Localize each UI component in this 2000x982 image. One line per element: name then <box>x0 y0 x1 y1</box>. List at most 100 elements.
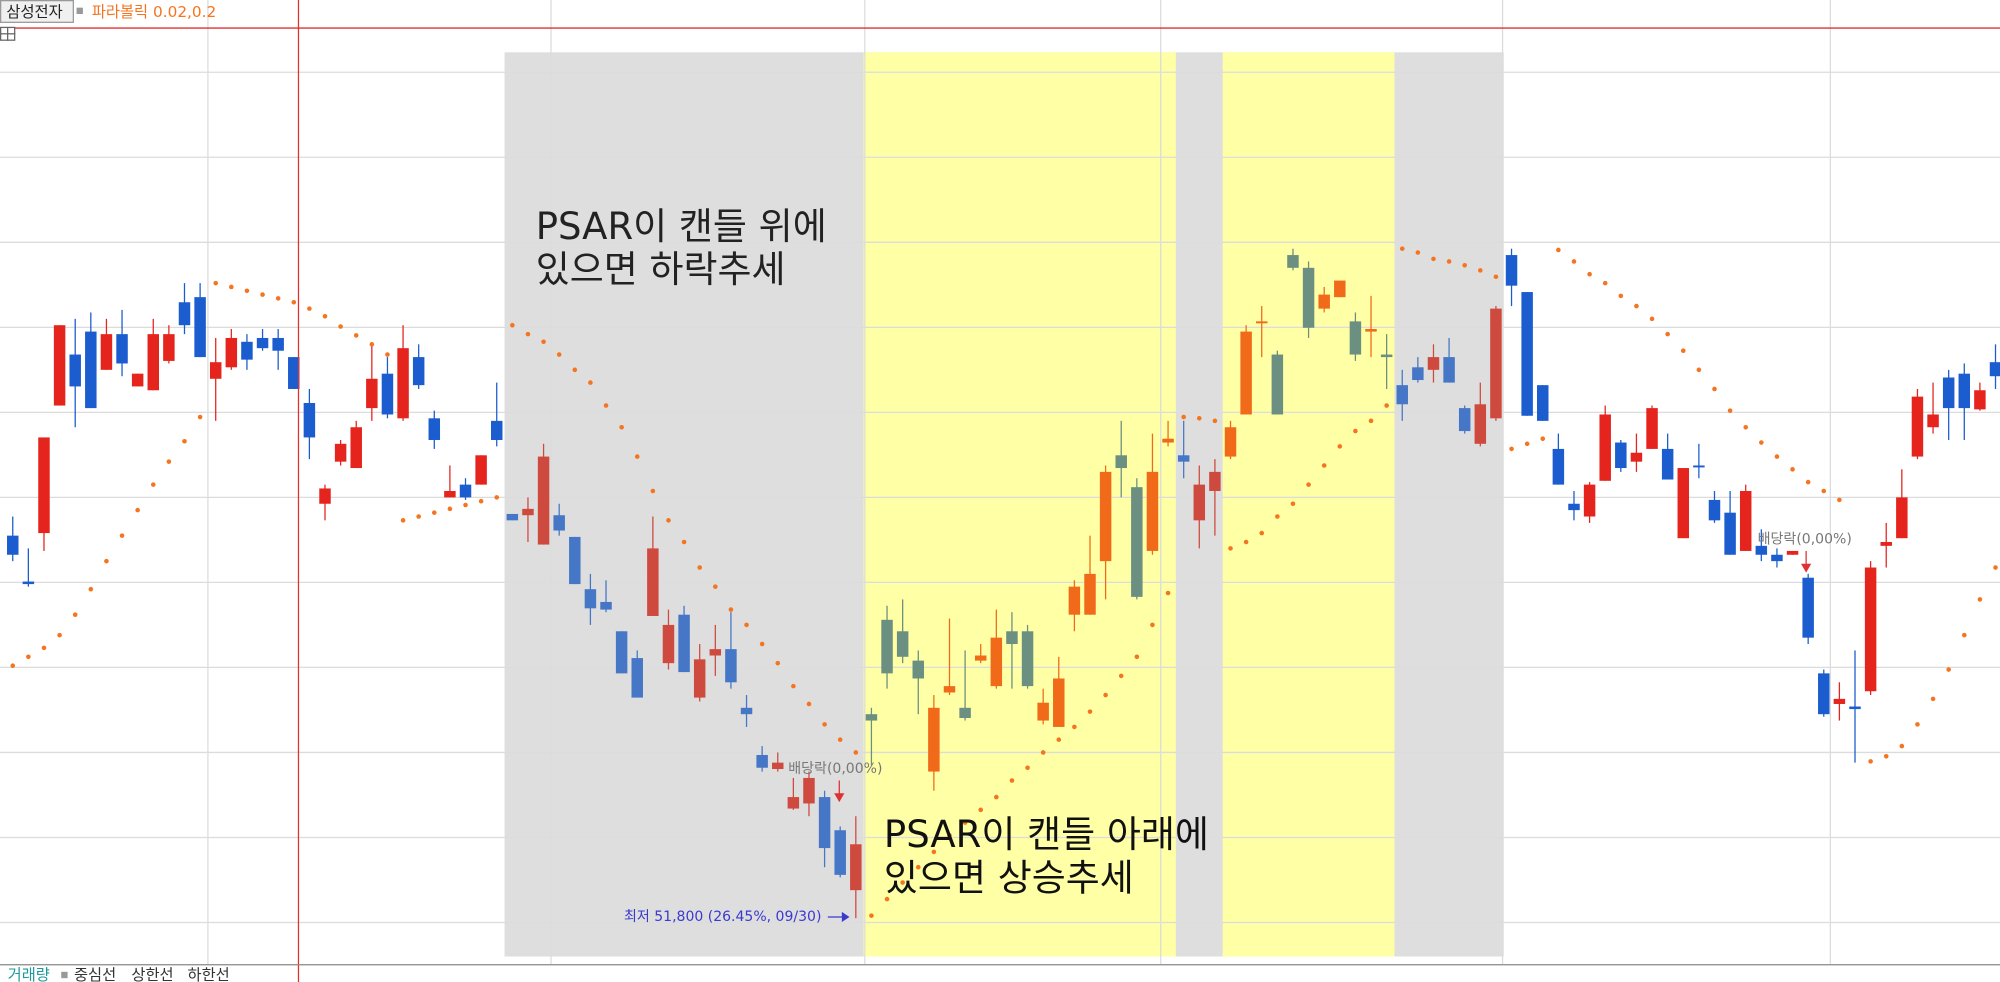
psar-dot <box>1993 565 1998 570</box>
low-label: 최저 51,800 (26.45%, 09/30) <box>624 909 821 925</box>
candle-body <box>444 491 456 498</box>
candle-body <box>1146 471 1159 551</box>
candle-body <box>1458 408 1471 432</box>
candle-body <box>1209 471 1221 491</box>
psar-dot <box>1618 293 1624 299</box>
psar-dot <box>1337 444 1343 449</box>
candle-body <box>1599 414 1611 481</box>
candle-body <box>1849 706 1861 710</box>
candle-body <box>319 488 331 504</box>
candle-body <box>928 707 940 772</box>
candle-body <box>1771 554 1783 562</box>
psar-dot <box>1946 667 1951 672</box>
psar-dot <box>1790 467 1795 472</box>
psar-dot <box>744 622 749 628</box>
psar-dot <box>1056 737 1062 742</box>
candle-body <box>537 456 550 545</box>
psar-dot <box>759 641 765 647</box>
candle-body <box>241 341 253 360</box>
candle-body <box>1115 455 1127 469</box>
candle-body <box>974 655 987 661</box>
psar-dot <box>541 339 546 345</box>
candle-body <box>1068 586 1081 615</box>
shaded-region <box>863 52 1176 957</box>
psar-dot <box>869 913 874 918</box>
psar-dot <box>1915 722 1920 727</box>
candle-body <box>334 443 347 462</box>
dividend-label: 배당락(0,00%) <box>1758 531 1852 547</box>
candle-body <box>38 437 50 534</box>
psar-dot <box>431 510 437 515</box>
psar-dot <box>119 533 125 538</box>
psar-dot <box>1712 386 1717 392</box>
psar-dot <box>1181 414 1186 420</box>
psar-dot <box>1868 759 1873 764</box>
psar-dot <box>853 750 859 755</box>
psar-dot <box>1774 454 1780 459</box>
candle-body <box>7 535 19 555</box>
candle-body <box>131 373 144 387</box>
candle-body <box>1974 390 1986 410</box>
symbol-box[interactable] <box>0 0 74 23</box>
psar-dot <box>1306 482 1311 487</box>
footer-item: 하한선 <box>188 966 230 982</box>
candle-body <box>1911 396 1924 457</box>
candle-body <box>1084 573 1096 615</box>
psar-dot <box>713 584 718 589</box>
candle-body <box>490 420 503 440</box>
candle-body <box>1287 255 1299 268</box>
psar-dot <box>1571 259 1577 264</box>
psar-dot <box>1821 488 1827 494</box>
candle-body <box>1942 377 1955 409</box>
candle-body <box>1412 367 1424 381</box>
volume-label[interactable]: 거래량 <box>8 966 50 982</box>
psar-dot <box>291 299 297 305</box>
candle-body <box>288 357 300 389</box>
psar-dot <box>1680 348 1686 354</box>
psar-dot <box>1446 259 1452 264</box>
candle-body <box>1380 354 1393 358</box>
psar-dot <box>1478 268 1483 273</box>
candle-body <box>350 427 362 469</box>
candle-body <box>1162 438 1174 443</box>
psar-dot <box>1961 632 1967 638</box>
psar-dot <box>104 558 109 564</box>
psar-dot <box>353 333 359 338</box>
candle-body <box>693 659 706 698</box>
psar-dot <box>994 794 999 800</box>
psar-dot <box>806 701 812 707</box>
psar-dot <box>915 864 921 870</box>
footer-item: 상한선 <box>131 966 173 982</box>
psar-dot <box>822 722 827 727</box>
psar-dot <box>1040 750 1046 755</box>
psar-dot <box>1587 271 1592 277</box>
candle-body <box>428 418 441 440</box>
psar-dot <box>416 514 421 519</box>
psar-dot <box>681 539 687 545</box>
psar-dot <box>1977 597 1983 602</box>
psar-dot <box>697 565 702 570</box>
psar-dot <box>229 284 234 290</box>
candle-body <box>69 354 81 387</box>
psar-dot <box>1462 262 1467 268</box>
candle-body <box>1615 442 1627 469</box>
candle-body <box>1677 468 1690 539</box>
psar-dot <box>88 586 94 592</box>
annotation: PSAR이 캔들 위에 <box>536 205 827 248</box>
candle-body <box>584 589 597 609</box>
candle-body <box>1427 357 1440 370</box>
candle-body <box>990 637 1003 687</box>
psar-dot <box>1134 654 1140 660</box>
psar-dot <box>307 306 312 311</box>
psar-dot <box>1509 446 1514 452</box>
psar-dot <box>1275 514 1280 519</box>
psar-dot <box>1228 546 1233 551</box>
psar-dot <box>837 737 843 742</box>
psar-dot <box>260 292 265 297</box>
candle-body <box>772 762 784 770</box>
candle-body <box>647 548 659 616</box>
candle-body <box>600 601 612 610</box>
candle-body <box>1568 503 1580 511</box>
